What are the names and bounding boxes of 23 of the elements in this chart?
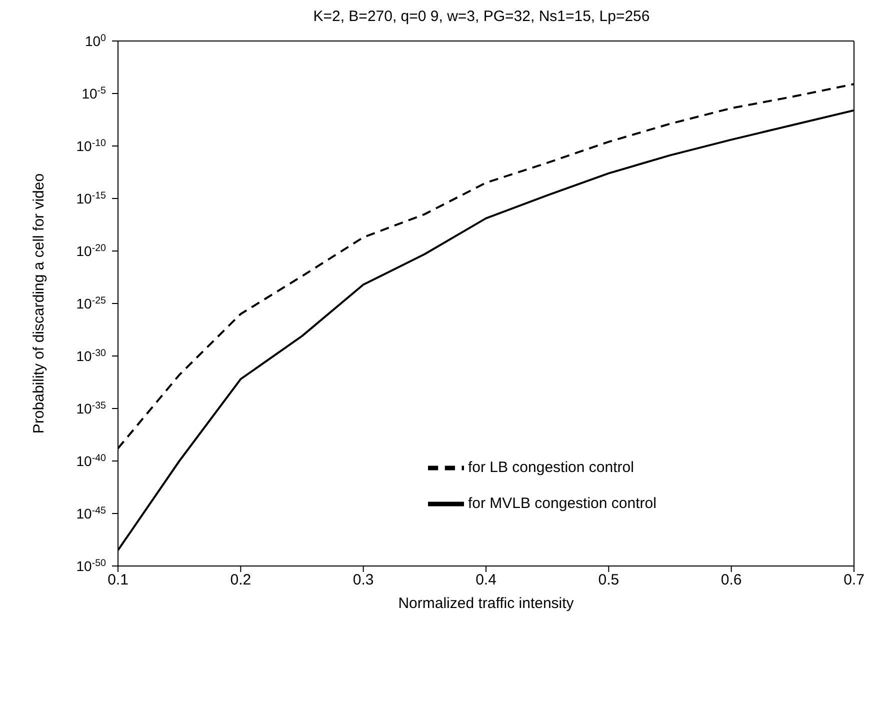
y-tick-label: 10$^{-15}$ [76,190,107,206]
y-tick-label: 10$^{-40}$ [76,452,107,469]
x-axis-title: Normalized traffic intensity [398,595,574,612]
y-tick-label: 10$^{-25}$ [76,295,107,312]
legend-label: for LB congestion control [468,459,634,476]
x-tick-label: 0.1 [108,572,128,589]
x-tick-label: 0.7 [844,572,864,589]
x-tick-label: 0.4 [476,572,496,589]
x-tick-label: 0.3 [352,572,374,589]
y-tick-label: 10$^{-20}$ [76,242,107,259]
y-tick-label: 10$^{-50}$ [76,558,107,574]
y-axis-title: Probability of discarding a cell for video [30,173,48,434]
legend-label: for MVLB congestion control [468,495,656,512]
y-tick-label: 10$^{-10}$ [76,138,107,154]
x-tick-label: 0.6 [720,572,742,589]
y-tick-label: 10$^{-5}$ [82,85,107,102]
y-tick-label: 10$^{-35}$ [76,400,107,416]
y-tick-label: 10$^{-45}$ [76,505,107,522]
x-tick-label: 0.2 [230,572,252,589]
y-tick-label: 10$^{0}$ [84,32,107,49]
x-tick-label: 0.5 [598,572,620,589]
chart-title: K=2, B=270, q=0 9, w=3, PG=32, Ns1=15, Lp=256 [312,8,651,27]
y-tick-label: 10$^{-30}$ [76,348,107,364]
